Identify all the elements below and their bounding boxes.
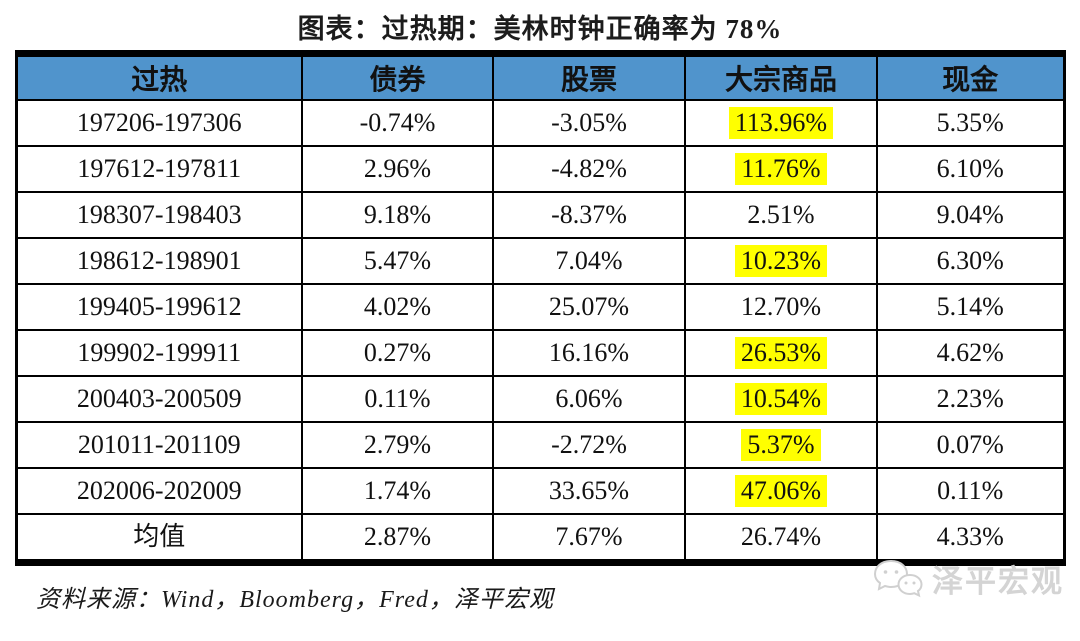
commodity-cell: 47.06% [684, 467, 878, 515]
period-cell: 197612-197811 [15, 145, 303, 193]
stock-cell: 7.67% [492, 513, 686, 564]
commodity-cell: 26.53% [684, 329, 878, 377]
cash-cell: 5.14% [876, 283, 1065, 331]
period-cell: 199902-199911 [15, 329, 303, 377]
bond-cell: 4.02% [301, 283, 494, 331]
period-cell: 198307-198403 [15, 191, 303, 239]
highlighted-value: 10.54% [734, 382, 828, 416]
period-cell: 202006-202009 [15, 467, 303, 515]
table-row: 202006-202009 1.74% 33.65% 47.06% 0.11% [15, 467, 1065, 515]
highlighted-value: 26.53% [734, 336, 828, 370]
watermark-label: 泽平宏观 [932, 564, 1064, 599]
cash-cell: 4.33% [876, 513, 1065, 564]
cash-cell: 5.35% [876, 99, 1065, 147]
commodity-cell: 26.74% [684, 513, 878, 564]
bond-cell: 5.47% [301, 237, 494, 285]
source-note: 资料来源：Wind，Bloomberg，Fred，泽平宏观 [36, 587, 554, 613]
stock-cell: -3.05% [492, 99, 686, 147]
stock-cell: 7.04% [492, 237, 686, 285]
bond-cell: -0.74% [301, 99, 494, 147]
table-row-average: 均值 2.87% 7.67% 26.74% 4.33% [15, 513, 1065, 564]
wechat-icon [872, 558, 924, 600]
period-cell: 200403-200509 [15, 375, 303, 423]
watermark: 泽平宏观 [872, 556, 1064, 601]
period-cell: 199405-199612 [15, 283, 303, 331]
period-cell: 均值 [15, 513, 303, 564]
cash-cell: 9.04% [876, 191, 1065, 239]
page-title: 图表：过热期：美林时钟正确率为 78% [297, 14, 783, 44]
table-row: 197206-197306 -0.74% -3.05% 113.96% 5.35… [15, 99, 1065, 147]
stock-cell: -2.72% [492, 421, 686, 469]
commodity-cell: 2.51% [684, 191, 878, 239]
commodity-cell: 113.96% [684, 99, 878, 147]
commodity-cell: 5.37% [684, 421, 878, 469]
stock-cell: -8.37% [492, 191, 686, 239]
commodity-cell: 10.23% [684, 237, 878, 285]
bond-cell: 1.74% [301, 467, 494, 515]
commodity-cell: 10.54% [684, 375, 878, 423]
cash-cell: 2.23% [876, 375, 1065, 423]
highlighted-value: 5.37% [741, 428, 821, 462]
stock-cell: -4.82% [492, 145, 686, 193]
stock-cell: 33.65% [492, 467, 686, 515]
commodity-cell: 12.70% [684, 283, 878, 331]
table-row: 201011-201109 2.79% -2.72% 5.37% 0.07% [15, 421, 1065, 469]
highlighted-value: 11.76% [735, 152, 827, 186]
highlighted-value: 113.96% [728, 106, 834, 140]
bond-cell: 0.11% [301, 375, 494, 423]
highlighted-value: 2.51% [747, 200, 815, 229]
table-row: 198612-198901 5.47% 7.04% 10.23% 6.30% [15, 237, 1065, 285]
stock-cell: 16.16% [492, 329, 686, 377]
bond-cell: 2.96% [301, 145, 494, 193]
highlighted-value: 26.74% [740, 522, 822, 551]
cash-cell: 6.10% [876, 145, 1065, 193]
column-header-cash: 现金 [876, 52, 1065, 101]
bond-cell: 0.27% [301, 329, 494, 377]
bond-cell: 2.87% [301, 513, 494, 564]
stock-cell: 6.06% [492, 375, 686, 423]
merrill-clock-table: 过热 债券 股票 大宗商品 现金 197206-197306 -0.74% -3… [14, 50, 1066, 566]
column-header-phase: 过热 [15, 52, 303, 101]
bond-cell: 9.18% [301, 191, 494, 239]
highlighted-value: 10.23% [734, 244, 828, 278]
highlighted-value: 47.06% [734, 474, 828, 508]
cash-cell: 0.07% [876, 421, 1065, 469]
column-header-commodity: 大宗商品 [684, 52, 878, 101]
bond-cell: 2.79% [301, 421, 494, 469]
period-cell: 201011-201109 [15, 421, 303, 469]
cash-cell: 6.30% [876, 237, 1065, 285]
period-cell: 198612-198901 [15, 237, 303, 285]
cash-cell: 0.11% [876, 467, 1065, 515]
table-row: 197612-197811 2.96% -4.82% 11.76% 6.10% [15, 145, 1065, 193]
commodity-cell: 11.76% [684, 145, 878, 193]
table-row: 198307-198403 9.18% -8.37% 2.51% 9.04% [15, 191, 1065, 239]
column-header-stock: 股票 [492, 52, 686, 101]
cash-cell: 4.62% [876, 329, 1065, 377]
column-header-bond: 债券 [301, 52, 494, 101]
period-cell: 197206-197306 [15, 99, 303, 147]
table-row: 199405-199612 4.02% 25.07% 12.70% 5.14% [15, 283, 1065, 331]
stock-cell: 25.07% [492, 283, 686, 331]
header-row: 过热 债券 股票 大宗商品 现金 [15, 52, 1065, 101]
table-row: 200403-200509 0.11% 6.06% 10.54% 2.23% [15, 375, 1065, 423]
table-row: 199902-199911 0.27% 16.16% 26.53% 4.62% [15, 329, 1065, 377]
highlighted-value: 12.70% [740, 292, 822, 321]
